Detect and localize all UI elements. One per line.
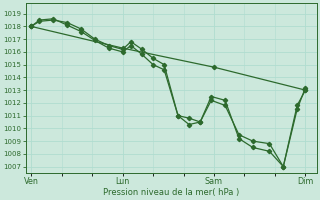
X-axis label: Pression niveau de la mer( hPa ): Pression niveau de la mer( hPa ): [103, 188, 239, 197]
